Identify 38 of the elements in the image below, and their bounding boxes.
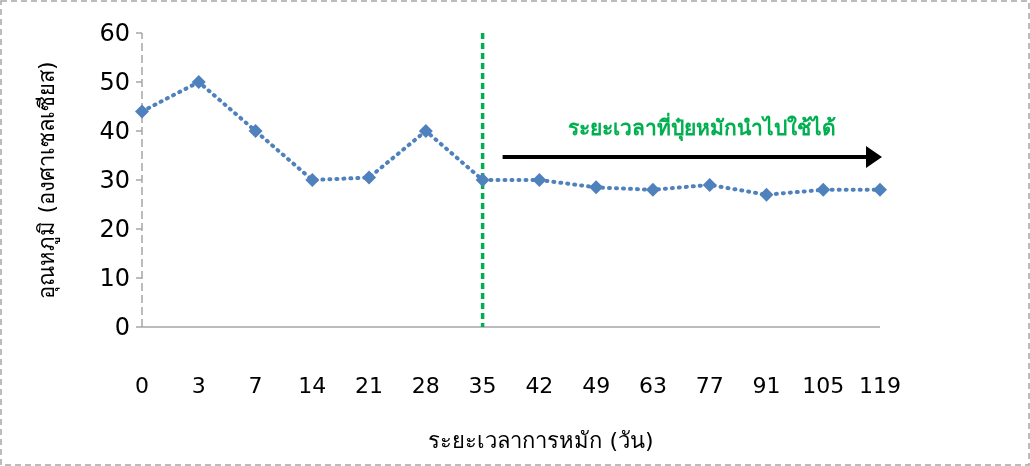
x-tick-label: 91: [752, 372, 781, 398]
point: [362, 170, 377, 185]
x-tick-label: 63: [638, 372, 667, 398]
x-tick-label: 21: [355, 372, 384, 398]
x-axis-title: ระยะเวลาการหมัก (วัน): [428, 427, 654, 453]
y-tick-label: 0: [114, 313, 130, 341]
x-tick-label: 28: [411, 372, 440, 398]
point: [475, 173, 490, 187]
point: [305, 173, 320, 187]
x-tick-label: 105: [802, 372, 845, 398]
x-tick-label: 14: [298, 372, 327, 398]
point: [248, 124, 263, 138]
y-axis-title: อุณหภูมิ (องศาเซลเซียส): [33, 61, 60, 299]
x-tick-label: 7: [248, 372, 263, 398]
point: [532, 173, 547, 187]
point: [589, 180, 604, 195]
y-tick-label: 10: [99, 264, 130, 292]
x-tick-label: 49: [582, 372, 611, 398]
y-tick-label: 30: [99, 166, 130, 194]
point: [702, 177, 717, 192]
point: [135, 104, 149, 119]
point: [816, 182, 831, 197]
x-tick-label: 3: [191, 372, 206, 398]
y-tick-label: 20: [99, 215, 130, 243]
y-tick-label: 40: [99, 117, 130, 145]
point: [873, 182, 887, 197]
annotation: ระยะเวลาที่ปุ๋ยหมักนำไปใช้ได้: [568, 112, 837, 142]
x-tick-label: 119: [859, 372, 901, 398]
point: [418, 124, 433, 138]
point: [191, 75, 206, 89]
point: [759, 187, 774, 202]
x-tick-label: 77: [695, 372, 724, 398]
x-tick-label: 42: [525, 372, 554, 398]
x-tick-label: 35: [468, 372, 497, 398]
y-tick-label: 60: [99, 19, 130, 47]
x-tick-label: 0: [135, 372, 149, 398]
point: [645, 182, 660, 197]
y-tick-label: 50: [99, 68, 130, 96]
